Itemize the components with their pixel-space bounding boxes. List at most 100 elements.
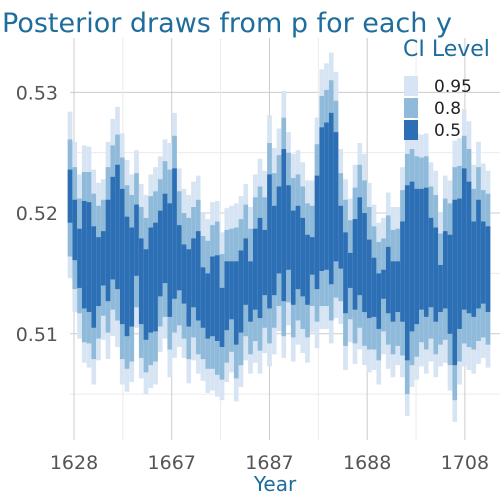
ci-bar-05 — [262, 229, 268, 296]
ci-bar-05 — [376, 273, 382, 329]
ci-bar-05 — [214, 255, 220, 342]
ci-bar-05 — [143, 249, 149, 340]
ci-bar-05 — [438, 264, 443, 313]
ci-bar-05 — [309, 237, 315, 275]
ci-bar-05 — [324, 122, 329, 270]
ci-bar-05 — [252, 228, 258, 310]
ci-bar-05 — [343, 232, 348, 314]
ci-bar-05 — [286, 185, 291, 270]
ci-bar-05 — [328, 112, 334, 285]
ci-bar-05 — [333, 132, 339, 262]
ci-bar-05 — [466, 181, 472, 314]
x-tick-label: 1628 — [50, 452, 98, 474]
legend-swatch — [404, 76, 418, 96]
ci-bar-05 — [210, 256, 215, 337]
y-tick-label: 0.52 — [16, 203, 58, 225]
x-tick-label: 1667 — [148, 452, 196, 474]
ci-bar-05 — [67, 169, 73, 223]
y-tick-label: 0.51 — [16, 324, 58, 346]
legend-title: CI Level — [403, 37, 490, 62]
ci-bar-05 — [485, 226, 491, 313]
legend-swatch — [404, 98, 418, 118]
ci-bar-05 — [419, 188, 424, 310]
ci-bar-05 — [414, 188, 420, 325]
legend-entry-label: 0.95 — [434, 77, 472, 97]
legend-entry-label: 0.5 — [434, 121, 461, 141]
ci-bar-05 — [433, 227, 439, 322]
ci-bar-05 — [219, 287, 225, 348]
ci-bar-05 — [314, 175, 320, 290]
ci-bar-05 — [167, 203, 173, 317]
ci-bar-05 — [476, 199, 481, 309]
ci-bar-05 — [381, 269, 386, 299]
ci-bar-05 — [281, 149, 287, 302]
ci-bar-05 — [447, 234, 453, 334]
ci-bar-05 — [248, 261, 253, 322]
ci-bar-05 — [290, 210, 296, 305]
ci-bar-05 — [366, 239, 372, 319]
legend: CI Level 0.950.80.5 — [403, 37, 490, 141]
ci-bar-05 — [395, 261, 401, 313]
ci-bar-05 — [442, 231, 448, 309]
ci-bar-05 — [191, 238, 196, 308]
ci-bar-05 — [134, 204, 139, 276]
x-axis-tick-labels: 1628 1667 1687 1688 1708 — [50, 452, 489, 474]
legend-entry-label: 0.8 — [434, 99, 461, 119]
ci-bar-05 — [257, 217, 263, 319]
ci-bar-05 — [404, 185, 410, 361]
ci-bar-05 — [200, 267, 206, 328]
ci-bar-05 — [162, 193, 168, 284]
ci-bar-05 — [77, 228, 82, 288]
ci-bar-05 — [409, 181, 415, 332]
ci-bar-05 — [371, 257, 377, 317]
ci-bar-05 — [385, 246, 391, 314]
y-axis-tick-labels: 0.51 0.52 0.53 — [16, 82, 58, 345]
ci-bar-05 — [110, 176, 116, 280]
ci-bar-05 — [357, 197, 363, 296]
ci-bar-05 — [224, 261, 230, 331]
ci-bar-05 — [400, 221, 405, 322]
ci-bar-05 — [319, 127, 325, 271]
ci-bar-05 — [461, 168, 467, 310]
ci-bar-05 — [181, 244, 187, 304]
x-axis-label: Year — [253, 472, 297, 496]
ci-bar-05 — [153, 222, 158, 332]
legend-swatch — [404, 120, 418, 140]
ci-bar-05 — [129, 227, 135, 327]
ci-bar-05 — [138, 238, 144, 325]
ci-bar-05 — [457, 198, 462, 329]
ci-bar-05 — [148, 227, 154, 333]
ci-bar-05 — [300, 217, 306, 297]
ci-bar-05 — [124, 216, 130, 337]
interval-bars — [67, 52, 491, 422]
ci-bar-05 — [119, 188, 125, 325]
ci-bar-05 — [347, 252, 353, 288]
chart-title: Posterior draws from p for each y — [2, 8, 452, 39]
ci-bar-05 — [81, 200, 87, 309]
ci-bar-05 — [176, 225, 182, 291]
ci-bar-05 — [243, 238, 249, 305]
ci-bar-05 — [205, 273, 211, 339]
ci-bar-05 — [423, 187, 429, 317]
ci-bar-05 — [452, 199, 458, 366]
ci-bar-05 — [305, 234, 310, 305]
ci-bar-05 — [86, 202, 92, 313]
ci-bar-05 — [295, 205, 301, 290]
ci-bar-05 — [267, 174, 272, 309]
ci-bar-05 — [233, 261, 239, 345]
ci-bar-05 — [390, 261, 396, 322]
ci-bar-05 — [195, 231, 201, 321]
x-tick-label: 1708 — [441, 452, 489, 474]
ci-bar-05 — [271, 205, 277, 296]
ci-bar-05 — [186, 249, 192, 327]
ci-bar-05 — [72, 199, 78, 261]
ci-bar-05 — [276, 186, 282, 274]
ci-bar-05 — [471, 221, 477, 317]
x-tick-label: 1688 — [343, 452, 391, 474]
x-tick-label: 1687 — [245, 452, 293, 474]
ci-bar-05 — [91, 226, 97, 328]
y-tick-label: 0.53 — [16, 82, 58, 104]
ci-bar-05 — [362, 213, 367, 313]
ci-bar-05 — [96, 237, 101, 306]
